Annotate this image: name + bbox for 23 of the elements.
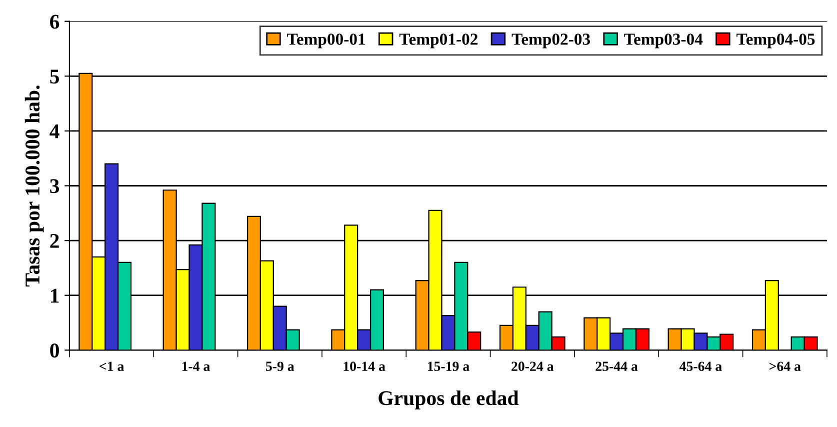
- x-tick-label: 20-24 a: [512, 362, 554, 372]
- y-tick-label: 6: [50, 14, 60, 29]
- legend-label: Temp03-04: [624, 34, 703, 48]
- x-tick-label: 15-19 a: [428, 362, 470, 372]
- y-tick-label: 0: [50, 344, 59, 358]
- x-tick-label: 5-9 a: [266, 362, 294, 372]
- x-tick-label: 45-64 a: [679, 362, 722, 372]
- y-tick-label: 1: [51, 288, 59, 303]
- y-tick-label: 4: [50, 124, 60, 138]
- x-tick-label: 10-14 a: [344, 362, 386, 372]
- x-tick-label: >64 a: [769, 362, 801, 372]
- legend-label: Temp00-01: [287, 34, 365, 48]
- y-tick-label: 5: [50, 70, 59, 84]
- legend-label: Temp04-05: [736, 34, 815, 48]
- y-axis-title: Tasas por 100.000 hab.: [24, 86, 44, 286]
- legend-label: Temp01-02: [399, 34, 478, 48]
- legend-label: Temp02-03: [512, 34, 590, 48]
- y-tick-label: 2: [50, 234, 59, 248]
- y-tick-label: 3: [50, 179, 60, 194]
- x-tick-label: 1-4 a: [182, 362, 210, 372]
- x-tick-label: <1 a: [100, 362, 124, 372]
- x-axis-title: Grupos de edad: [378, 390, 519, 410]
- x-tick-label: 25-44 a: [596, 362, 638, 372]
